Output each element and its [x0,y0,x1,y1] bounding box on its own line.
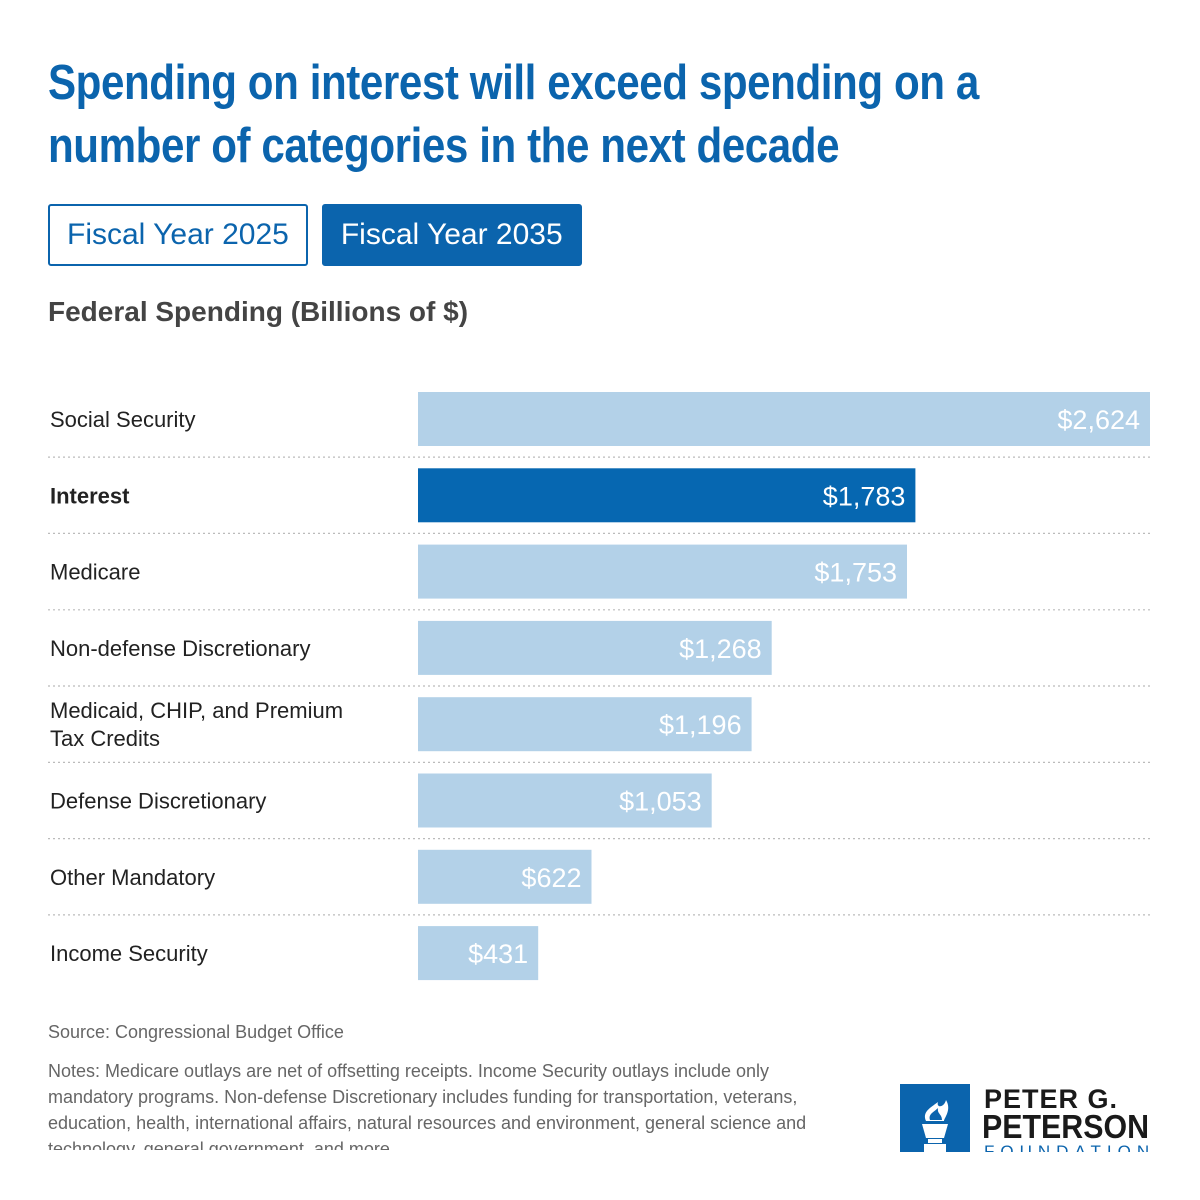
chart-title-line-2: number of categories in the next decade [48,119,840,173]
bar-0 [418,392,1150,446]
value-label-0: $2,624 [1057,405,1140,435]
value-label-5: $1,053 [619,787,702,817]
chart-title-block: Spending on interest will exceed spendin… [48,52,994,178]
torch-icon [900,1084,970,1152]
bar-3 [418,620,772,675]
category-label-5: Defense Discretionary [50,789,266,814]
bar-4 [418,697,752,752]
category-label-7: Income Security [50,941,208,966]
value-label-1: $1,783 [823,481,906,511]
logo-line-2: PETERSON [982,1108,1150,1145]
category-label-1: Interest [50,483,130,508]
value-label-2: $1,753 [814,558,897,588]
tab-fiscal-year-2025[interactable]: Fiscal Year 2025 [48,204,308,266]
peterson-foundation-logo: PETER G. PETERSON FOUNDATION [900,1084,1152,1152]
logo-line-3: FOUNDATION [984,1142,1152,1152]
chart-heading: Federal Spending (Billions of $) [48,296,469,327]
value-label-4: $1,196 [659,710,742,740]
tab-fiscal-year-2035[interactable]: Fiscal Year 2035 [321,204,582,266]
category-label-4: Medicaid, CHIP, and Premium Tax Credits [50,698,343,751]
bar-5 [418,773,712,828]
source-note: Source: Congressional Budget Office [48,1022,344,1042]
category-label-0: Social Security [50,407,196,432]
value-label-7: $431 [468,939,528,969]
bar-1 [418,468,916,523]
bar-6 [418,849,592,904]
category-label-6: Other Mandatory [50,865,215,890]
value-label-6: $622 [521,863,581,893]
category-label-3: Non-defense Discretionary [50,636,310,661]
bar-7 [418,926,539,981]
fiscal-year-tabs: Fiscal Year 2025 Fiscal Year 2035 [48,204,582,266]
value-label-3: $1,268 [679,634,762,664]
chart-title-line-1: Spending on interest will exceed spendin… [48,56,979,110]
bar-2 [418,544,907,599]
category-label-2: Medicare [50,560,140,585]
notes-text: Notes: Medicare outlays are net of offse… [48,1061,807,1150]
logo-line-1: PETER G. [984,1084,1119,1114]
